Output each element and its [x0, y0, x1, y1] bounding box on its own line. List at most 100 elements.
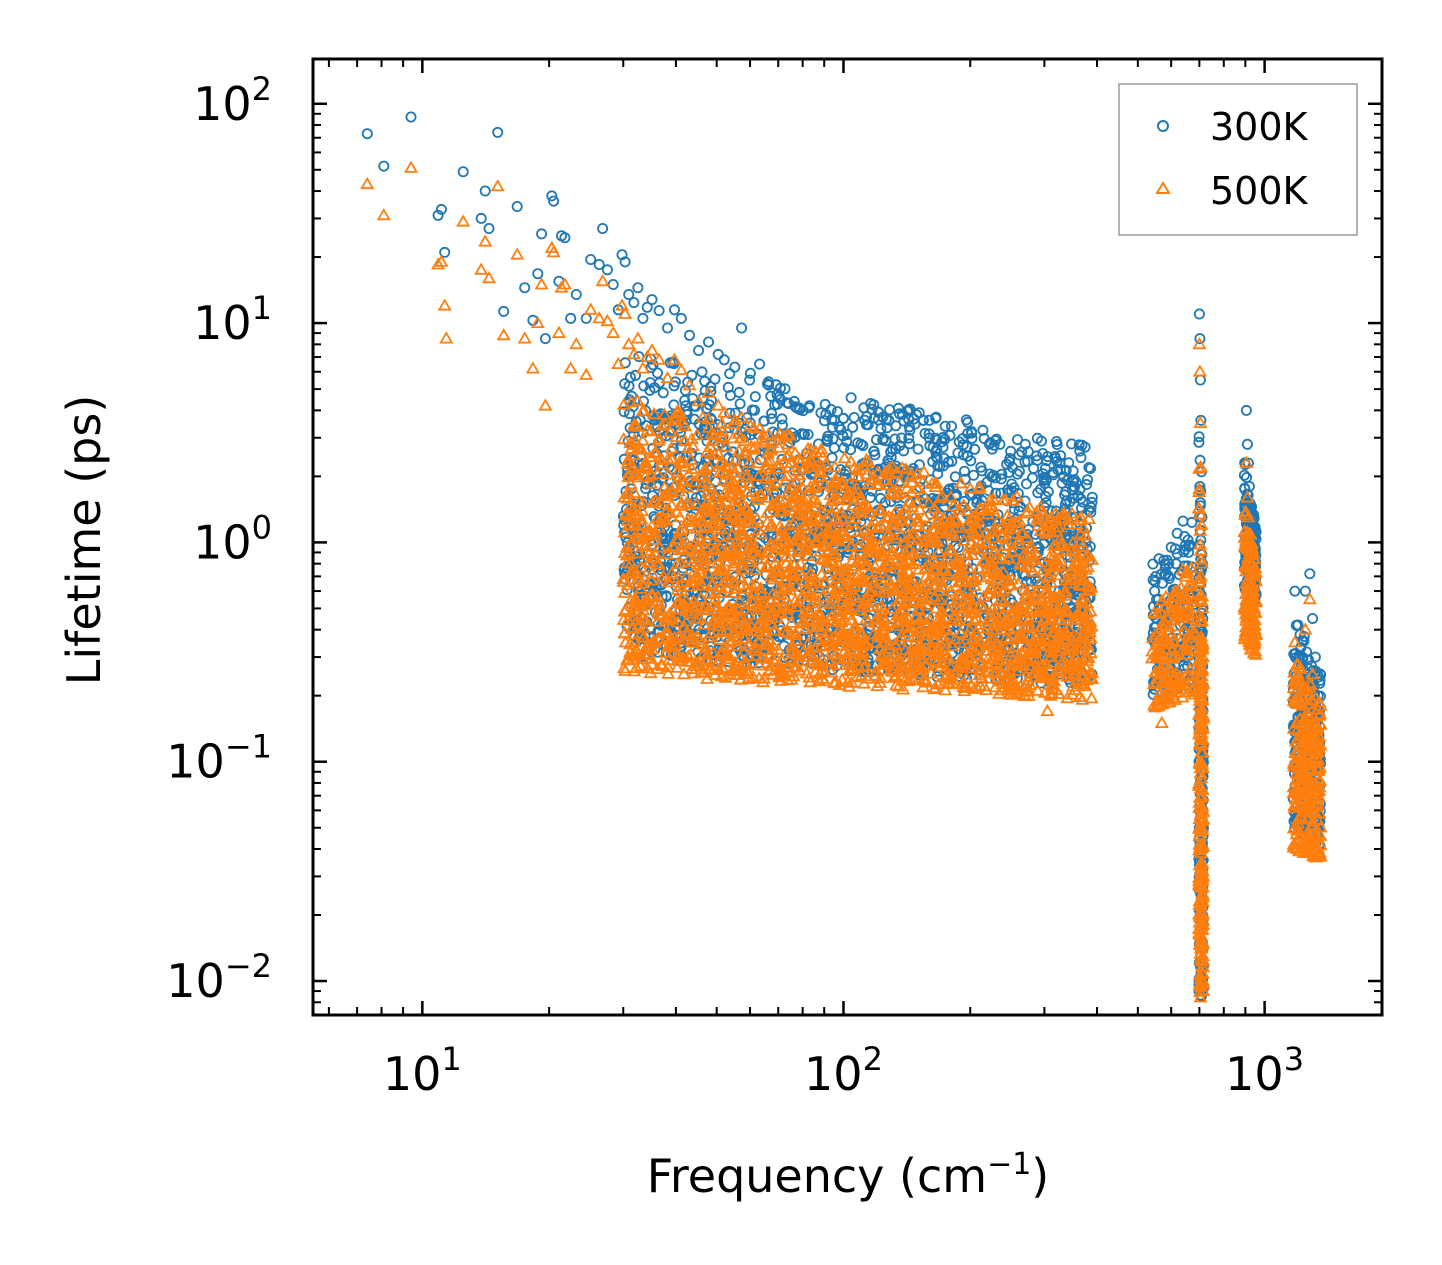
point-300K [1055, 464, 1067, 476]
point-300K [1075, 493, 1087, 505]
point-500K [788, 446, 803, 459]
point-500K [661, 467, 676, 480]
point-500K [901, 585, 916, 598]
point-300K [1037, 468, 1049, 480]
point-500K [670, 660, 685, 673]
point-300K [641, 301, 653, 313]
point-500K [640, 423, 655, 436]
point-300K [539, 333, 551, 345]
point-500K [675, 522, 690, 535]
point-500K [750, 512, 765, 525]
point-500K [763, 453, 778, 467]
point-300K [977, 424, 989, 436]
point-500K [755, 674, 771, 688]
point-300K [930, 445, 942, 457]
point-300K [652, 367, 664, 379]
point-500K [948, 607, 963, 620]
point-500K [714, 669, 729, 682]
point-500K [1070, 641, 1085, 654]
point-500K [1009, 489, 1024, 502]
point-500K [878, 518, 893, 531]
point-500K [734, 659, 749, 672]
point-500K [1013, 679, 1028, 692]
point-300K [657, 387, 669, 399]
point-300K [1304, 568, 1316, 580]
point-500K [650, 466, 665, 480]
point-500K [659, 513, 674, 526]
point-500K [627, 634, 642, 647]
point-300K [1067, 475, 1079, 487]
point-500K [991, 513, 1006, 526]
point-300K [637, 312, 649, 324]
point-300K [881, 422, 893, 434]
point-300K [483, 222, 495, 234]
point-500K [891, 542, 906, 556]
point-300K [1007, 461, 1019, 473]
point-500K [618, 663, 633, 676]
point-500K [732, 594, 747, 607]
point-500K [828, 460, 843, 473]
point-300K [619, 256, 631, 268]
point-500K [764, 538, 779, 552]
point-300K [1193, 308, 1205, 320]
point-500K [931, 507, 946, 520]
point-500K [801, 502, 817, 515]
point-500K [898, 500, 913, 513]
point-500K [961, 599, 976, 612]
point-300K [1006, 478, 1018, 490]
point-500K [969, 611, 985, 624]
point-500K [856, 600, 871, 613]
point-500K [824, 493, 840, 506]
point-300K [580, 312, 592, 324]
point-500K [712, 632, 727, 645]
point-500K [789, 474, 804, 487]
point-300K [986, 471, 998, 483]
point-300K [498, 305, 510, 317]
point-500K [947, 665, 962, 678]
point-300K [962, 450, 974, 462]
point-300K [841, 429, 853, 441]
point-500K [670, 595, 685, 608]
point-500K [791, 534, 806, 547]
point-300K [699, 375, 711, 387]
point-500K [909, 609, 924, 622]
point-500K [1054, 598, 1070, 611]
point-300K [903, 413, 915, 425]
point-500K [809, 478, 824, 491]
point-500K [671, 602, 687, 615]
point-300K [884, 404, 896, 416]
point-500K [959, 671, 974, 684]
point-500K [1033, 593, 1048, 606]
point-500K [635, 433, 650, 446]
point-500K [879, 657, 894, 670]
point-500K [1016, 547, 1032, 560]
point-500K [630, 393, 645, 407]
point-500K [763, 536, 778, 549]
point-300K [1171, 527, 1183, 539]
point-500K [868, 538, 883, 551]
point-500K [966, 513, 981, 526]
point-500K [1061, 512, 1076, 525]
point-500K [951, 613, 966, 626]
point-300K [848, 411, 860, 423]
point-300K [1051, 435, 1063, 447]
point-300K [1012, 434, 1024, 446]
point-300K [1150, 571, 1162, 583]
point-500K [700, 671, 715, 684]
point-500K [991, 686, 1007, 699]
point-500K [670, 582, 685, 595]
point-300K [1171, 548, 1183, 560]
point-300K [1062, 474, 1074, 486]
point-500K [765, 479, 780, 492]
point-300K [889, 433, 901, 445]
point-500K [865, 468, 881, 481]
point-500K [990, 660, 1005, 673]
point-500K [785, 569, 800, 582]
point-300K [1074, 445, 1086, 457]
point-300K [570, 288, 582, 300]
point-500K [811, 673, 826, 686]
point-500K [728, 585, 743, 598]
point-500K [800, 538, 815, 551]
point-300K [763, 379, 775, 391]
point-500K [740, 664, 755, 677]
